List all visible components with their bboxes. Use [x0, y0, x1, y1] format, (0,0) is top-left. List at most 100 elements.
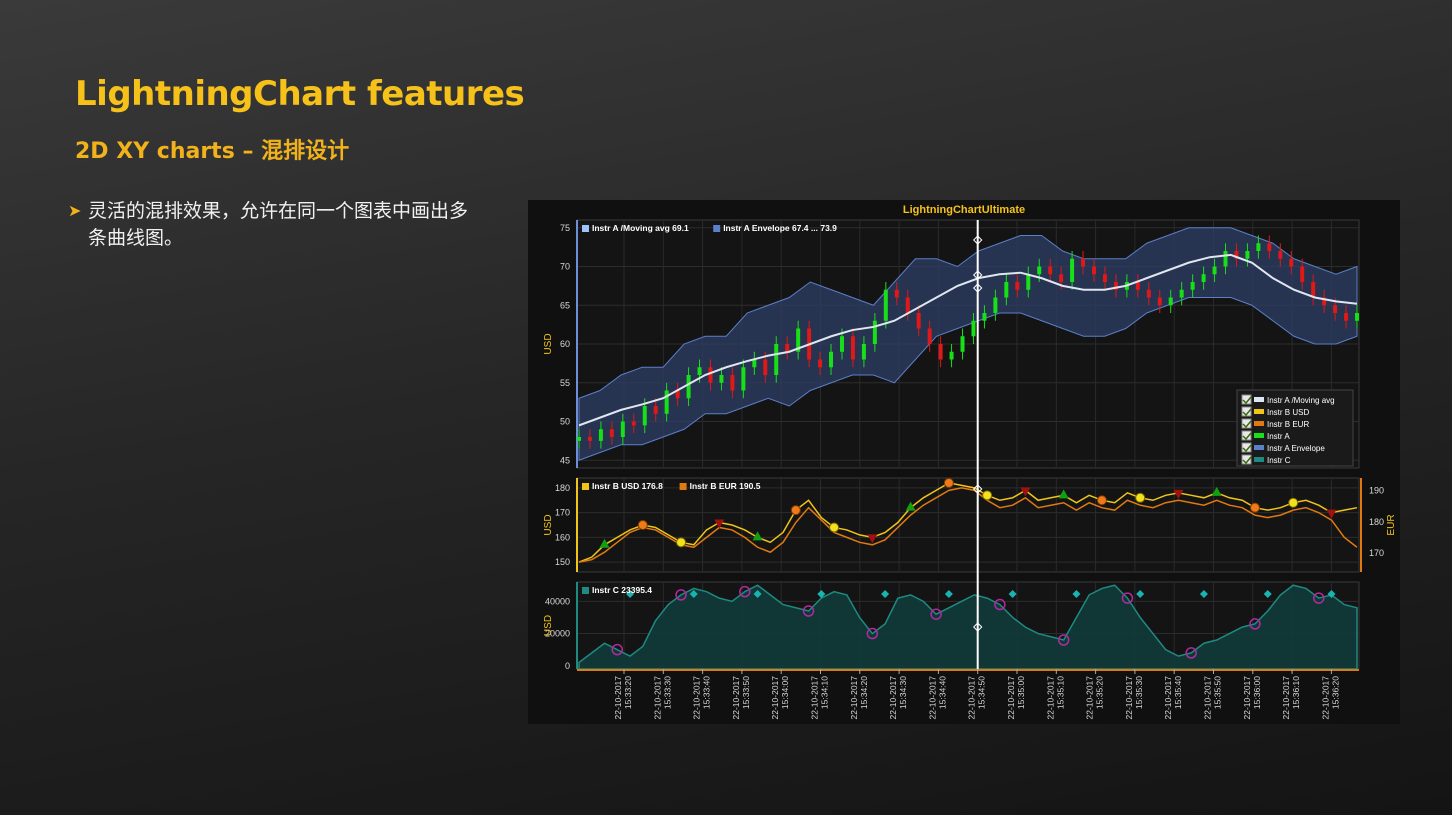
panel-1-background — [576, 477, 1360, 573]
cursor-diamond-icon — [972, 622, 983, 632]
plot-layer: 45 50 55 60 65 70 75 USD Instr A /Moving avg 69.… — [543, 219, 1397, 720]
candle-body — [1070, 258, 1075, 282]
down-arrow-icon — [1173, 489, 1184, 499]
candle-body — [1015, 282, 1020, 290]
candle-body — [686, 375, 691, 399]
panel-0-y-axis-label: USD — [543, 333, 554, 354]
candle-body — [1201, 274, 1206, 282]
panel-0-y-tick-label: 50 — [560, 417, 570, 427]
series-line-instr-b-eur — [578, 487, 1358, 563]
smiley-marker-icon — [829, 522, 840, 533]
legend-label: Instr A — [1267, 432, 1290, 441]
candle-body — [905, 297, 910, 313]
eur-y-axis-label: EUR — [1386, 514, 1397, 535]
diamond-marker-icon — [1263, 590, 1272, 598]
candle-body — [697, 367, 702, 375]
checkmark-icon — [1242, 444, 1252, 453]
diamond-marker-icon — [1136, 590, 1145, 598]
legend-checkbox — [1241, 394, 1252, 405]
legend-label: Instr C — [1267, 456, 1291, 465]
x-tick-time: 15:34:50 — [977, 676, 987, 709]
diamond-marker-icon — [944, 590, 953, 598]
candle-body — [829, 351, 834, 368]
candle-body — [741, 367, 746, 391]
candle-body — [1059, 274, 1064, 282]
candle-body — [796, 328, 801, 352]
up-arrow-icon — [1211, 486, 1222, 496]
x-tick-time: 15:34:00 — [780, 676, 790, 709]
x-tick-date: 22-10-2017 — [1203, 676, 1213, 720]
series-line-instr-b-usd — [578, 482, 1358, 563]
smiley-marker-icon — [676, 537, 687, 548]
panel-0-y-tick-label: 75 — [560, 223, 570, 233]
legend-checkbox — [1241, 418, 1252, 429]
up-arrow-icon — [905, 501, 916, 511]
x-tick-date: 22-10-2017 — [613, 676, 623, 720]
checkmark-icon — [1242, 456, 1252, 465]
chart-panel[interactable]: 45 50 55 60 65 70 75 USD Instr A /Moving avg 69.… — [528, 200, 1400, 724]
panel-2-header-swatch — [582, 587, 589, 594]
candle-body — [1245, 251, 1250, 259]
chart-svg[interactable]: 45 50 55 60 65 70 75 USD Instr A /Moving avg 69.… — [528, 200, 1400, 724]
candle-body — [1256, 243, 1261, 251]
candle-body — [763, 359, 768, 375]
candle-body — [861, 344, 866, 360]
candle-body — [642, 406, 647, 426]
slide-title: LightningChart features — [75, 74, 525, 114]
panel-0-y-tick-label: 65 — [560, 300, 570, 310]
x-tick-time: 15:35:50 — [1213, 676, 1223, 709]
ring-marker-icon — [1185, 647, 1197, 659]
candle-body — [1234, 251, 1239, 259]
candle-body — [1179, 289, 1184, 298]
panel-1-y-tick-label: 160 — [555, 532, 570, 542]
x-tick-date: 22-10-2017 — [967, 676, 977, 720]
feature-bullet: ➤ 灵活的混排效果，允许在同一个图表中画出多条曲线图。 — [68, 198, 478, 252]
ring-marker-icon — [675, 589, 687, 601]
x-tick-date: 22-10-2017 — [770, 676, 780, 720]
x-tick-date: 22-10-2017 — [692, 676, 702, 720]
x-tick-time: 15:34:40 — [937, 676, 947, 709]
candle-body — [1037, 266, 1042, 275]
candle-body — [1300, 266, 1305, 282]
candle-body — [839, 336, 844, 352]
x-tick-date: 22-10-2017 — [810, 676, 820, 720]
diamond-marker-icon — [689, 590, 698, 598]
x-tick-date: 22-10-2017 — [731, 676, 741, 720]
ring-marker-icon — [1249, 618, 1261, 630]
face-marker-icon — [943, 477, 954, 488]
candle-body — [1081, 258, 1086, 267]
x-tick-date: 22-10-2017 — [927, 676, 937, 720]
candle-body — [620, 421, 625, 437]
candle-body — [609, 429, 614, 437]
legend-label: Instr B EUR — [1267, 420, 1309, 429]
ring-marker-icon — [930, 608, 942, 620]
x-tick-time: 15:33:20 — [623, 676, 633, 709]
legend-label: Instr A /Moving avg — [1267, 396, 1335, 405]
candle-body — [1113, 282, 1118, 290]
panel-2-header-label: Instr C 23395.4 — [592, 585, 652, 595]
candle-body — [1355, 313, 1359, 321]
panel-0-y-tick-label: 55 — [560, 378, 570, 388]
candle-body — [1135, 282, 1140, 290]
diamond-marker-icon — [1008, 590, 1017, 598]
moving-avg-line — [578, 253, 1358, 427]
legend-swatch — [1254, 409, 1264, 414]
instr-c-area — [578, 584, 1358, 670]
legend-swatch — [1254, 397, 1264, 402]
envelope-area — [578, 227, 1358, 461]
candle-body — [708, 367, 713, 383]
legend-label: Instr A Envelope — [1267, 444, 1325, 453]
panel-0-y-tick-label: 60 — [560, 339, 570, 349]
x-tick-time: 15:33:30 — [662, 676, 672, 709]
legend-swatch — [1254, 433, 1264, 438]
candle-body — [587, 437, 592, 441]
x-tick-date: 22-10-2017 — [1320, 676, 1330, 720]
candle-body — [1048, 266, 1053, 275]
x-tick-date: 22-10-2017 — [1281, 676, 1291, 720]
panel-1-header-label: Instr B EUR 190.5 — [690, 481, 761, 491]
panel-1-y-tick-label: 180 — [555, 483, 570, 493]
panel-0-y-tick-label: 70 — [560, 262, 570, 272]
candle-body — [1168, 297, 1173, 306]
panel-1-header-swatch — [679, 483, 687, 490]
x-tick-date: 22-10-2017 — [1242, 676, 1252, 720]
